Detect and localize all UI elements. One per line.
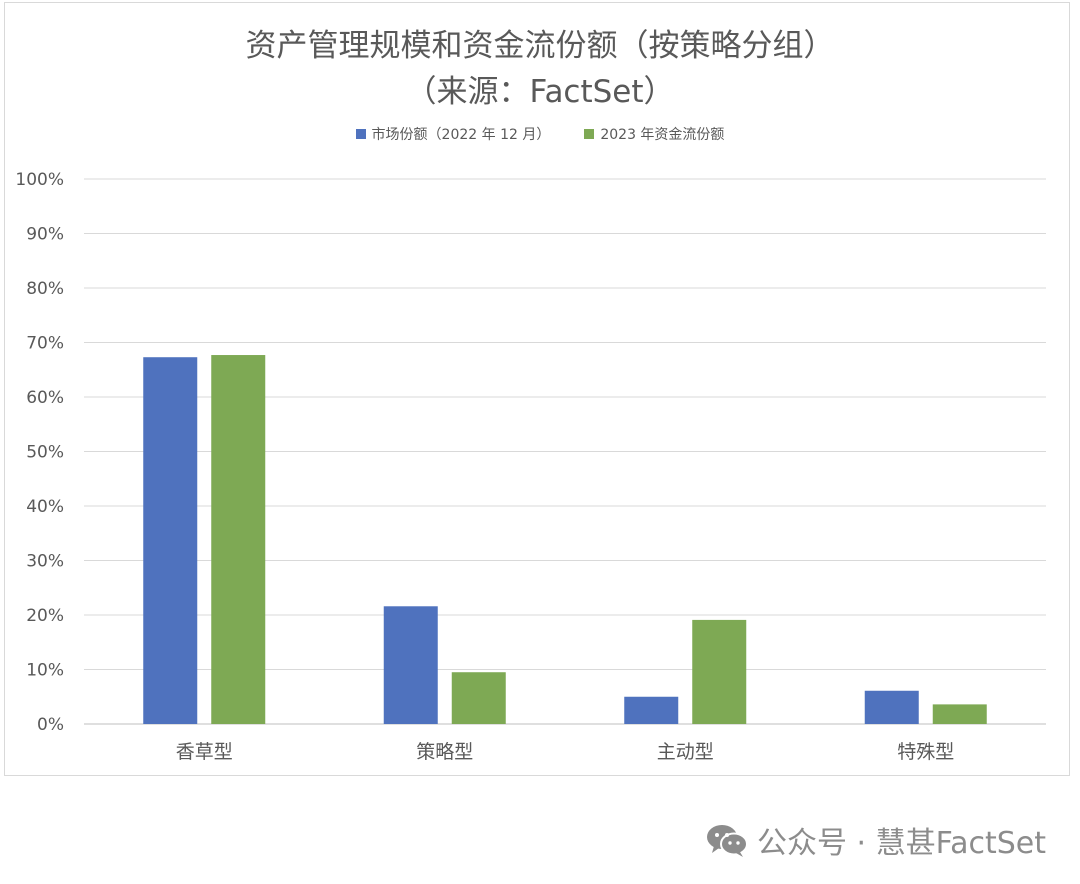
y-tick-label: 50% (26, 443, 64, 463)
legend-swatch-market-share (355, 129, 366, 139)
bar-market-share (143, 357, 198, 724)
y-tick-label: 20% (26, 606, 64, 626)
bar-flow-share (692, 619, 747, 724)
bar-market-share (864, 690, 919, 724)
watermark-text: 公众号 · 慧甚FactSet (756, 826, 1046, 861)
y-tick-label: 40% (26, 497, 64, 517)
chart-subtitle: （来源：FactSet） (405, 74, 675, 110)
y-tick-label: 80% (26, 279, 64, 299)
bar-market-share (383, 606, 438, 724)
legend: 市场份额（2022 年 12 月） 2023 年资金流份额 (0, 124, 1080, 144)
bar-flow-share (451, 672, 506, 724)
bar-flow-share (211, 355, 266, 724)
y-tick-label: 90% (26, 225, 64, 245)
wechat-icon (706, 825, 748, 857)
legend-label-market-share: 市场份额（2022 年 12 月） (371, 127, 551, 143)
chart-title: 资产管理规模和资金流份额（按策略分组） (245, 28, 835, 64)
watermark: 公众号 · 慧甚FactSet (705, 818, 1046, 862)
y-tick-label: 60% (26, 388, 64, 408)
legend-swatch-flow-share (584, 129, 595, 139)
y-tick-label: 70% (26, 334, 64, 354)
legend-label-flow-share: 2023 年资金流份额 (600, 127, 725, 143)
bar-flow-share (932, 704, 987, 724)
y-tick-label: 0% (37, 715, 64, 735)
x-tick-label: 主动型 (657, 741, 714, 763)
x-tick-label: 特殊型 (897, 741, 954, 763)
x-tick-label: 策略型 (416, 741, 473, 763)
legend-item-flow-share: 2023 年资金流份额 (584, 124, 724, 144)
bar-market-share (624, 696, 679, 724)
x-tick-label: 香草型 (176, 741, 233, 763)
y-tick-label: 100% (15, 170, 64, 190)
y-tick-label: 30% (26, 552, 64, 572)
legend-item-market-share: 市场份额（2022 年 12 月） (355, 124, 551, 144)
y-tick-label: 10% (26, 661, 64, 681)
